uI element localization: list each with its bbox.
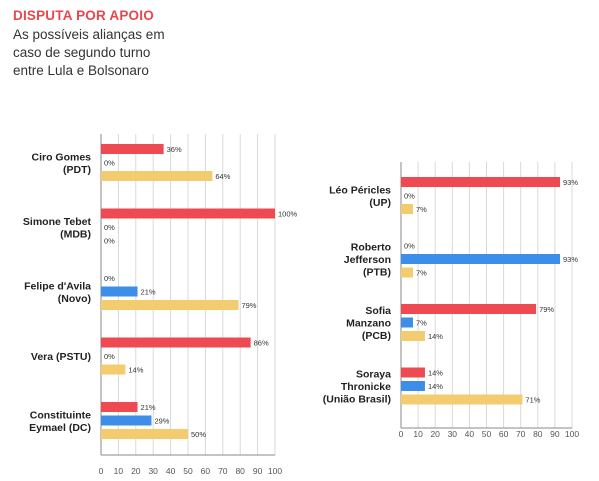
chart1-data-label: 0% xyxy=(104,237,115,246)
chart2-data-label: 79% xyxy=(539,305,554,314)
chart1-x-tick-label: 50 xyxy=(183,466,193,476)
chart2-bar xyxy=(401,177,561,187)
chart1-category-label: (PDT) xyxy=(63,164,91,176)
chart1-bar xyxy=(101,429,188,439)
chart2-x-tick-label: 70 xyxy=(516,429,526,439)
chart2-data-label: 0% xyxy=(404,192,415,201)
chart1-data-label: 0% xyxy=(104,159,115,168)
chart1-category-label: Simone Tebet xyxy=(23,216,92,228)
chart2-category-label: Sofia xyxy=(365,305,391,317)
chart2-category-label: (PTB) xyxy=(363,267,391,279)
chart2-data-label: 93% xyxy=(563,178,578,187)
chart1-bar xyxy=(101,144,164,154)
chart2-category-label: (UP) xyxy=(369,197,391,209)
chart2-category-label: Roberto xyxy=(351,242,391,254)
chart1-x-tick-label: 40 xyxy=(166,466,176,476)
chart2-bar xyxy=(401,267,413,278)
chart2-data-label: 7% xyxy=(416,319,427,328)
chart1-bar xyxy=(101,171,213,181)
chart2-data-label: 14% xyxy=(428,332,443,341)
chart2-category-label: Soraya xyxy=(356,369,391,381)
chart2-category-label: Jefferson xyxy=(344,254,391,266)
chart2-category-label: (União Brasil) xyxy=(323,394,391,406)
chart2-x-tick-label: 100 xyxy=(565,429,579,439)
chart1-data-label: 29% xyxy=(154,417,169,426)
chart2-x-tick-label: 80 xyxy=(533,429,543,439)
chart1-data-label: 64% xyxy=(215,172,230,181)
chart-heading: DISPUTA POR APOIO As possíveis alianças … xyxy=(13,8,173,80)
chart2-x-tick-label: 90 xyxy=(550,429,560,439)
chart2-bar xyxy=(401,317,413,328)
chart1-data-label: 21% xyxy=(141,403,156,412)
chart1-bar xyxy=(101,415,152,426)
chart1-category-label: Constituinte xyxy=(30,409,91,421)
chart1-category-label: Felipe d'Avila xyxy=(24,280,91,292)
chart1-x-tick-label: 60 xyxy=(201,466,211,476)
chart2-category-label: (PCB) xyxy=(362,330,391,342)
chart2-bar xyxy=(401,304,537,314)
chart2-x-tick-label: 60 xyxy=(499,429,509,439)
chart-title: DISPUTA POR APOIO xyxy=(13,8,154,23)
chart1-category-label: (Novo) xyxy=(58,293,91,305)
chart2-bar xyxy=(401,381,425,391)
chart2-bar xyxy=(401,367,425,378)
chart1-x-tick-label: 100 xyxy=(268,466,282,476)
chart2-data-label: 14% xyxy=(428,369,443,378)
chart1-x-tick-label: 30 xyxy=(148,466,158,476)
chart1-x-tick-label: 90 xyxy=(253,466,263,476)
chart2-category-label: Manzano xyxy=(346,318,391,330)
chart1-x-tick-label: 70 xyxy=(218,466,228,476)
chart2-bar xyxy=(401,331,425,341)
chart1-bar xyxy=(101,337,251,348)
chart2-data-label: 7% xyxy=(416,205,427,214)
chart1-data-label: 0% xyxy=(104,352,115,361)
chart1-bar xyxy=(101,208,275,219)
chart-subtitle: As possíveis alianças em caso de segundo… xyxy=(13,27,165,78)
chart1-bar xyxy=(101,402,138,412)
chart2-x-tick-label: 0 xyxy=(399,429,404,439)
chart1-x-tick-label: 10 xyxy=(114,466,124,476)
chart2-data-label: 0% xyxy=(404,242,415,251)
chart2-bar xyxy=(401,204,413,214)
chart1-data-label: 0% xyxy=(104,223,115,232)
chart2-data-label: 7% xyxy=(416,269,427,278)
chart1-data-label: 86% xyxy=(254,339,269,348)
chart1-category-label: Ciro Gomes xyxy=(31,151,91,163)
chart1-x-tick-label: 80 xyxy=(235,466,245,476)
chart2-category-label: Thronicke xyxy=(341,381,391,393)
chart1-x-tick-label: 20 xyxy=(131,466,141,476)
chart1-data-label: 50% xyxy=(191,430,206,439)
chart2-data-label: 71% xyxy=(525,396,540,405)
chart2-bar xyxy=(401,394,523,405)
chart1-x-tick-label: 0 xyxy=(99,466,104,476)
chart2-category-label: Léo Péricles xyxy=(329,184,391,196)
chart1-data-label: 79% xyxy=(241,301,256,310)
chart2-x-tick-label: 40 xyxy=(465,429,475,439)
chart1-bar xyxy=(101,300,239,310)
chart1-data-label: 0% xyxy=(104,274,115,283)
chart1-category-label: Eymael (DC) xyxy=(29,422,91,434)
chart2-x-tick-label: 20 xyxy=(430,429,440,439)
chart1-bar xyxy=(101,364,126,375)
chart1-data-label: 100% xyxy=(278,210,298,219)
chart1-data-label: 14% xyxy=(128,366,143,375)
chart2-x-tick-label: 30 xyxy=(448,429,458,439)
chart1-data-label: 21% xyxy=(141,288,156,297)
chart1-data-label: 36% xyxy=(167,145,182,154)
chart2-x-tick-label: 50 xyxy=(482,429,492,439)
chart2-bar xyxy=(401,254,561,264)
chart2-data-label: 14% xyxy=(428,382,443,391)
chart1-bar xyxy=(101,286,138,297)
chart1-category-label: Vera (PSTU) xyxy=(31,351,91,363)
chart2-x-tick-label: 10 xyxy=(413,429,423,439)
chart2-data-label: 93% xyxy=(563,255,578,264)
chart1-category-label: (MDB) xyxy=(60,228,91,240)
